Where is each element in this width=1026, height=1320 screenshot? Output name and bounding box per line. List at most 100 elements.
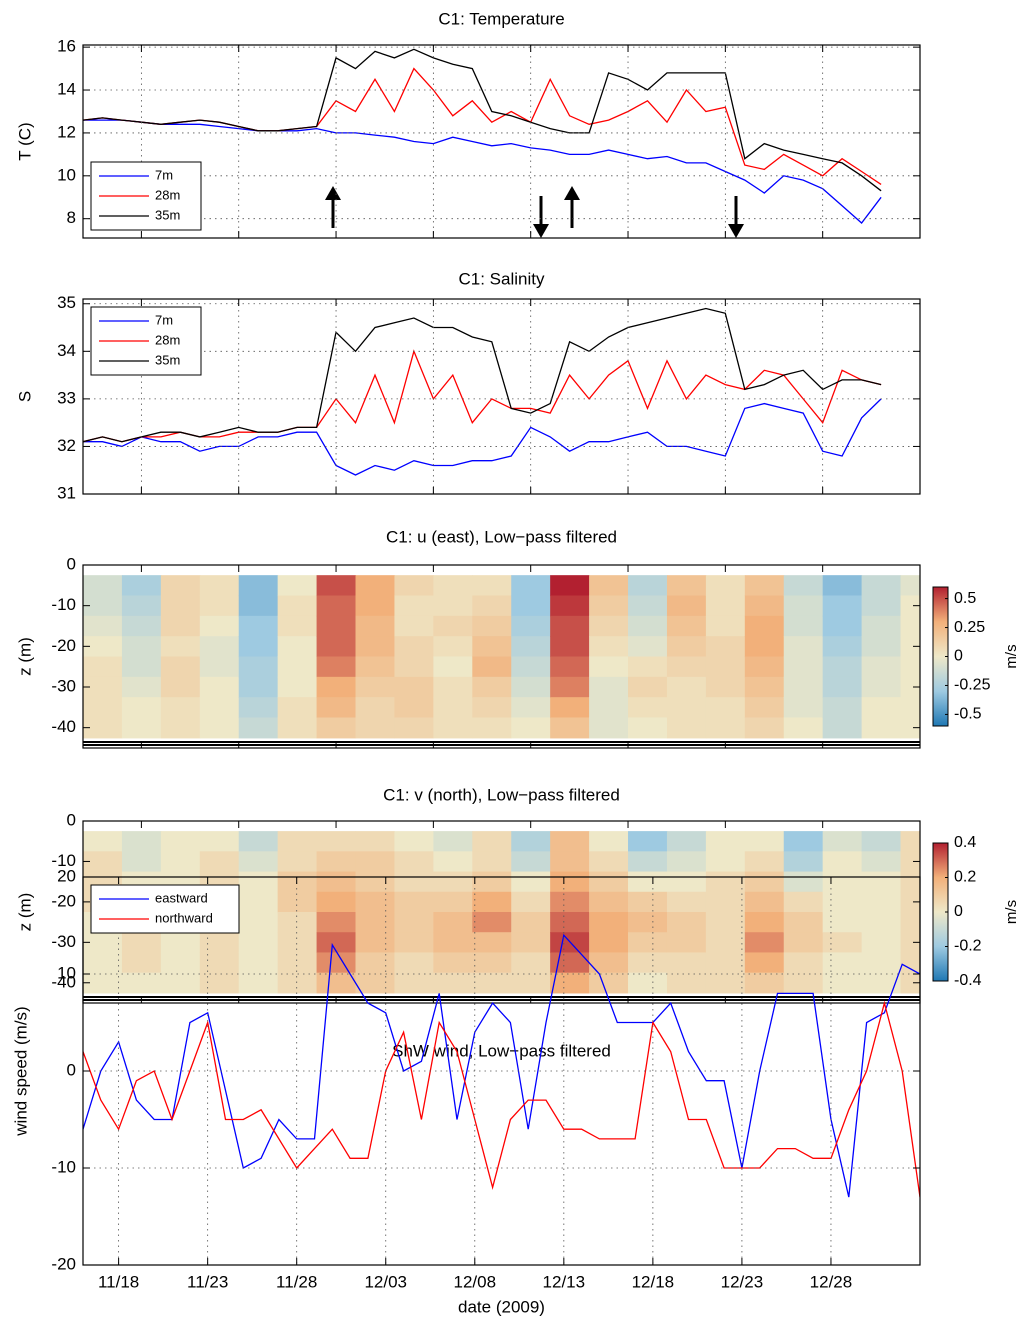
heatmap-cell (433, 656, 473, 678)
heatmap-cell (199, 952, 240, 974)
heatmap-cell (550, 575, 590, 597)
heatmap-cell (589, 932, 629, 954)
heatmap-cell (433, 891, 473, 913)
heatmap-cell (628, 972, 668, 994)
heatmap-cell (628, 831, 668, 852)
y-tick-label: -20 (51, 636, 76, 655)
heatmap-cell (744, 912, 785, 933)
heatmap-cell (666, 656, 707, 678)
chart-title: ShW wind, Low−pass filtered (392, 1041, 611, 1060)
heatmap-cell (83, 575, 123, 597)
heatmap-cell (705, 952, 746, 974)
y-tick-label: -20 (51, 1254, 76, 1273)
x-tick-label: 11/18 (98, 1272, 139, 1291)
y-tick-label: 34 (57, 341, 76, 360)
heatmap-cell (199, 972, 240, 994)
heatmap-cell (822, 595, 863, 617)
heatmap-cell (355, 972, 396, 994)
heatmap-cell (628, 575, 668, 597)
heatmap-cell (589, 851, 629, 873)
heatmap-cell (550, 952, 590, 974)
heatmap-cell (472, 595, 512, 617)
y-tick-label: -30 (51, 676, 76, 695)
heatmap-cell (472, 717, 512, 739)
heatmap-cell (472, 676, 512, 698)
heatmap-cell (822, 697, 863, 719)
heatmap-cell (666, 891, 707, 913)
heatmap-cell (238, 972, 279, 994)
legend-box (90, 884, 240, 934)
heatmap-cell (160, 851, 201, 873)
heatmap-cell (394, 851, 434, 873)
heatmap-cell (744, 871, 785, 893)
y-tick-label: 12 (57, 122, 76, 141)
y-tick-label: 31 (57, 483, 76, 502)
heatmap-cell (394, 697, 434, 719)
heatmap-cell (822, 932, 863, 954)
heatmap-cell (511, 912, 551, 933)
x-tick-label: 12/13 (543, 1272, 586, 1291)
heatmap-cell (277, 952, 318, 974)
heatmap-cell (277, 972, 318, 994)
plot-area (83, 933, 920, 1198)
heatmap-cell (705, 697, 746, 719)
heatmap-cell (861, 972, 902, 994)
heatmap-cell (160, 697, 201, 719)
colorbar-tick-label: -0.5 (954, 706, 982, 723)
heatmap-cell (511, 952, 551, 974)
heatmap-cell (121, 851, 162, 873)
x-tick-label: 12/18 (632, 1272, 675, 1291)
heatmap-cell (238, 615, 279, 637)
heatmap-cell (783, 831, 824, 852)
heatmap-cell (472, 656, 512, 678)
heatmap-cell (316, 891, 357, 913)
heatmap-cell (238, 891, 279, 913)
heatmap-cell (472, 636, 512, 658)
heatmap-cell (589, 595, 629, 617)
heatmap-cell (589, 891, 629, 913)
heatmap-cell (472, 615, 512, 637)
heatmap-cell (550, 697, 590, 719)
heatmap-cell (861, 615, 902, 637)
y-axis-label: z (m) (15, 637, 34, 676)
heatmap-cell (238, 912, 279, 933)
colorbar-tick-label: -0.25 (954, 677, 991, 694)
colorbar-tick-label: 0.25 (954, 619, 985, 636)
heatmap-cell (433, 912, 473, 933)
plot-area (83, 307, 882, 476)
heatmap-cell (160, 932, 201, 954)
heatmap-cell (783, 851, 824, 873)
series-line (83, 119, 882, 224)
colorbar-tick-label: 0 (954, 648, 963, 665)
axes-frame (82, 298, 921, 495)
heatmap-cell (199, 656, 240, 678)
heatmap-cell (277, 575, 318, 597)
y-tick-label: 35 (57, 293, 76, 312)
heatmap-cell (783, 575, 824, 597)
heatmap-cell (472, 912, 512, 933)
heatmap-cell (238, 932, 279, 954)
heatmap-cell (121, 615, 162, 637)
heatmap-cell (277, 615, 318, 637)
heatmap-cell (589, 656, 629, 678)
heatmap-cell (433, 952, 473, 974)
heatmap-cell (160, 615, 201, 637)
heatmap-cell (589, 697, 629, 719)
series-line (83, 933, 920, 1198)
heatmap-cell (277, 831, 318, 852)
heatmap-cell (861, 575, 902, 597)
colorbar-label: m/s (1003, 644, 1020, 668)
heatmap-cell (861, 952, 902, 974)
heatmap-cell (705, 891, 746, 913)
heatmap-cell (277, 932, 318, 954)
heatmap-cell (472, 932, 512, 954)
heatmap-cell (511, 595, 551, 617)
heatmap-cell (316, 575, 357, 597)
heatmap-cell (160, 717, 201, 739)
heatmap-cell (744, 636, 785, 658)
heatmap-cell (666, 676, 707, 698)
heatmap-cell (433, 676, 473, 698)
colorbar-tick-label: 0 (954, 903, 963, 920)
colorbar-tick-label: 0.5 (954, 590, 976, 607)
heatmap-cell (550, 676, 590, 698)
